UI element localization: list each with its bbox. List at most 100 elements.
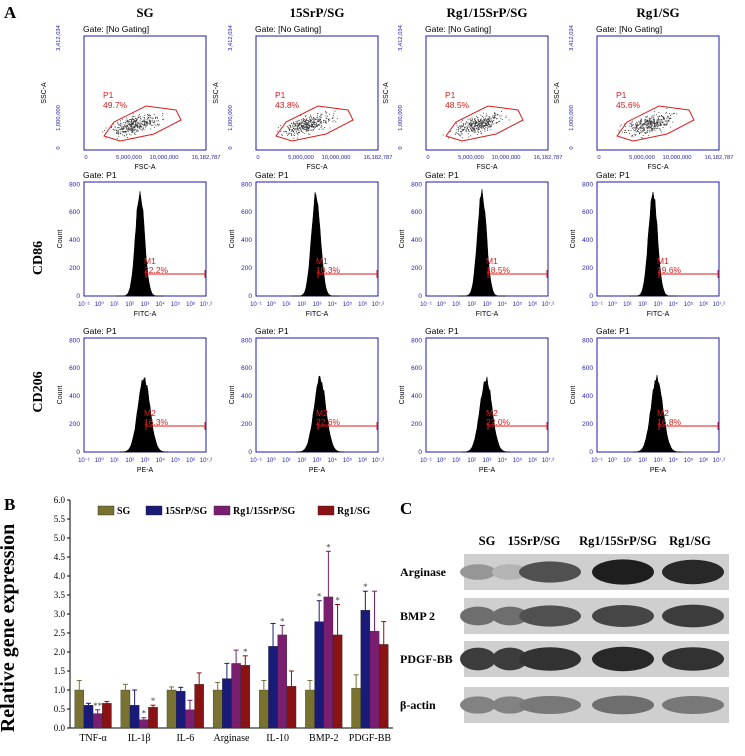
x-tick-label: 10⁻¹ <box>591 302 603 308</box>
marker-percent: 10.3% <box>316 265 341 275</box>
x-axis-label: FSC-A <box>307 164 328 171</box>
bar <box>277 634 287 729</box>
y-tick-label: 3.5 <box>54 590 66 600</box>
x-tick-label: 5,000,000 <box>458 155 484 161</box>
histogram-peak <box>633 374 681 453</box>
panel-b-bar-chart: B Relative gene expression 0.0 0.5 1.0 1.5 2… <box>0 495 393 744</box>
x-axis-label: FITC-A <box>306 311 329 318</box>
marker-label: M1 <box>144 256 156 266</box>
y-tick-label: 800 <box>411 181 422 188</box>
x-tick-label: 10⁻¹ <box>78 458 90 464</box>
gate-label: Gate: P1 <box>255 326 289 336</box>
x-tick-label: 10² <box>297 302 306 308</box>
bar <box>83 705 94 729</box>
gate-region-p1 <box>445 105 524 142</box>
blot-band <box>519 696 581 714</box>
region-label: P1 <box>445 90 456 100</box>
blot-band <box>519 605 581 627</box>
marker-label: M1 <box>486 256 498 266</box>
plot-frame <box>83 35 207 151</box>
x-tick-label: 10⁶ <box>699 457 709 464</box>
blot-band <box>592 695 654 715</box>
bar-plot-area: 0.0 0.5 1.0 1.5 2.0 2.5 3.0 3.5 4.0 4.5 5.0 5.5 6.0 S… <box>54 495 393 744</box>
histogram-peak <box>120 376 168 453</box>
x-tick-label: 0 <box>597 155 600 161</box>
column-title: 15SrP/SG <box>290 5 345 20</box>
y-tick-label: 400 <box>241 237 252 244</box>
histogram-peak <box>296 375 344 453</box>
histogram-plot: Gate: P1 Count FITC-A 0 200 400 600 800 10⁻¹ 10⁰ 1… <box>57 170 212 318</box>
x-tick-label: 10⁴ <box>498 301 508 308</box>
x-axis-label: FITC-A <box>476 311 499 318</box>
blot-band <box>662 696 724 714</box>
y-axis-label: Count <box>570 386 577 405</box>
blot-row-label: β-actin <box>400 698 436 712</box>
region-label: P1 <box>103 90 114 100</box>
blot-band <box>460 606 496 626</box>
x-tick-label: 10⁻¹ <box>591 458 603 464</box>
y-tick-label: 2.5 <box>54 628 66 638</box>
category-label: Arginase <box>214 733 250 744</box>
y-tick-label: 800 <box>241 337 252 344</box>
x-tick-label: 10⁰ <box>95 457 105 464</box>
x-axis-label: PE-A <box>137 467 154 474</box>
histogram-plot: Gate: P1 Count FITC-A 0 200 400 600 800 10⁻¹ 10⁰ 1… <box>399 170 554 318</box>
histogram-peak <box>458 189 506 297</box>
x-axis-label: PE-A <box>309 467 326 474</box>
y-tick-label: 600 <box>241 365 252 372</box>
x-tick-label: 10¹ <box>282 302 291 308</box>
region-percent: 48.5% <box>445 100 470 110</box>
x-tick-label: 10⁻¹ <box>420 302 432 308</box>
y-tick-label: 0 <box>76 449 80 456</box>
blot-band <box>492 606 528 626</box>
blot-band <box>662 647 724 671</box>
blot-band <box>592 646 654 672</box>
histogram-peak <box>629 191 677 297</box>
legend-swatch <box>213 505 231 516</box>
gate-region-p1 <box>103 105 182 142</box>
blot-band <box>662 604 724 628</box>
y-tick-label: 200 <box>241 265 252 272</box>
x-tick-label: 16,182,787 <box>533 155 562 161</box>
x-tick-label: 10³ <box>483 302 492 308</box>
x-tick-label: 10⁰ <box>608 301 618 308</box>
gate-label: Gate: P1 <box>425 326 459 336</box>
y-tick-label: 400 <box>411 237 422 244</box>
legend-swatch <box>317 505 335 516</box>
gate-label: Gate: [No Gating] <box>425 24 491 34</box>
y-tick-label: 3,412,034 <box>56 24 62 51</box>
significance-mark: ** <box>93 701 103 711</box>
x-tick-label: 10⁷.² <box>542 301 555 308</box>
x-tick-label: 10⁵ <box>513 301 523 308</box>
legend-swatch <box>145 505 163 516</box>
blot-band <box>662 559 724 585</box>
blot-row-label: Arginase <box>400 565 447 579</box>
x-tick-label: 10⁶ <box>358 457 368 464</box>
x-tick-label: 10,000,000 <box>149 155 178 161</box>
x-tick-label: 10⁴ <box>669 457 679 464</box>
x-tick-label: 10⁵ <box>343 301 353 308</box>
panel-a-flow-cytometry: A CD86 CD206 SG Gate: [No Gating] SSC-A FSC… <box>4 3 734 474</box>
y-tick-label: 0 <box>589 293 593 300</box>
x-tick-label: 10⁷.² <box>200 457 213 464</box>
column-title: Rg1/SG <box>636 5 679 20</box>
y-tick-label: 0 <box>76 293 80 300</box>
legend-swatch <box>97 505 115 516</box>
blot-column-label: 15SrP/SG <box>508 534 561 548</box>
category-label: IL-6 <box>176 733 194 744</box>
x-tick-label: 10⁵ <box>171 301 181 308</box>
region-label: P1 <box>275 90 286 100</box>
blot-column-label: SG <box>479 534 496 548</box>
blot-row-label: PDGF-BB <box>400 652 453 666</box>
y-tick-label: 200 <box>411 265 422 272</box>
x-tick-label: 10⁵ <box>684 457 694 464</box>
histogram-peak <box>462 376 510 453</box>
x-tick-label: 10³ <box>313 458 322 464</box>
significance-mark: * <box>280 616 285 626</box>
x-tick-label: 5,000,000 <box>288 155 314 161</box>
marker-percent: 19.6% <box>657 265 682 275</box>
histogram-plot: Gate: P1 Count PE-A 0 200 400 600 800 10⁻¹ 10⁰ 10¹… <box>570 326 725 474</box>
y-tick-label: 200 <box>411 421 422 428</box>
y-tick-label: 1.0 <box>54 685 66 695</box>
x-tick-label: 10⁶ <box>186 301 196 308</box>
